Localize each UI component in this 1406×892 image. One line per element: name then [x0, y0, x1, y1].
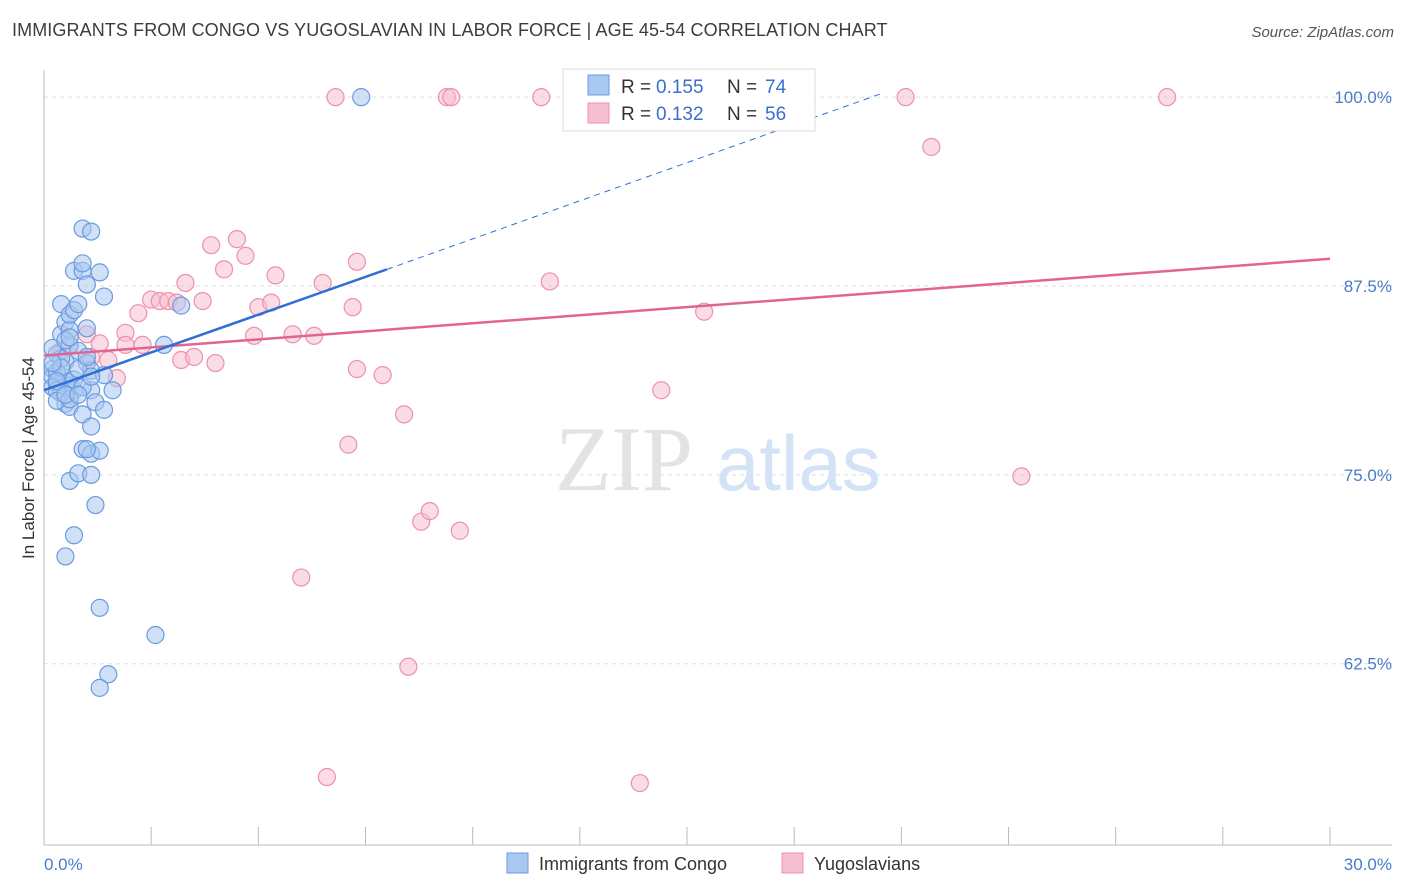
y-tick-labels: 62.5% 75.0% 87.5% 100.0%: [1334, 88, 1392, 674]
congo-point: [69, 295, 88, 314]
watermark-zip: ZIP: [555, 408, 693, 510]
y-tick-label: 87.5%: [1344, 277, 1392, 296]
y-tick-label: 62.5%: [1344, 655, 1392, 674]
x-tick-label-min: 0.0%: [44, 855, 83, 874]
correlation-legend: R = 0.155 N = 74 R = 0.132 N = 56: [562, 68, 816, 132]
yugoslavians-point: [317, 767, 337, 787]
congo-point: [43, 353, 62, 373]
congo-point: [90, 263, 109, 282]
yugoslavians-point: [394, 405, 414, 424]
yugoslavians-point: [343, 298, 362, 317]
congo-point: [90, 678, 109, 697]
legend-swatch-pink: [587, 102, 610, 124]
yugoslavians-point: [292, 568, 311, 587]
yugoslavians-point: [214, 260, 234, 279]
yugoslavians-point: [420, 502, 439, 521]
bottom-legend-swatch-yugoslavians: [781, 852, 804, 874]
y-tick-label: 75.0%: [1344, 466, 1392, 485]
congo-point: [77, 319, 96, 338]
legend-r-value-2: 0.132: [656, 104, 704, 125]
legend-r-label-1: R =: [621, 77, 651, 98]
yugoslavians-point: [1158, 88, 1177, 107]
yugoslavians-point: [129, 304, 148, 323]
yugoslavians-point: [236, 246, 255, 265]
congo-point: [94, 287, 114, 306]
yugoslavians-point: [442, 88, 461, 107]
congo-point: [94, 400, 114, 419]
yugoslavians-point: [399, 657, 418, 676]
series-legend: Immigrants from Congo Yugoslavians: [506, 852, 920, 874]
bottom-legend-congo: Immigrants from Congo: [539, 854, 727, 874]
yugoslavians-point: [206, 353, 225, 373]
legend-n-value-1: 74: [765, 77, 787, 98]
yugoslavians-point: [339, 435, 358, 454]
yugoslavians-point: [283, 325, 302, 344]
trend-lines: [43, 93, 1331, 392]
yugoslavians-point: [532, 88, 551, 107]
legend-r-label-2: R =: [621, 104, 651, 125]
yugoslavians-trend-line: [43, 257, 1331, 357]
legend-n-label-2: N =: [727, 104, 757, 125]
legend-n-label-1: N =: [727, 77, 757, 98]
congo-point: [77, 440, 96, 459]
yugoslavians-point: [922, 137, 941, 157]
congo-point: [82, 222, 101, 241]
congo-points: [43, 88, 371, 697]
bottom-legend-swatch-congo: [506, 852, 529, 874]
yugoslavians-point: [90, 334, 109, 353]
congo-point: [73, 254, 92, 273]
yugoslavians-point: [1012, 467, 1031, 486]
yugoslavians-point: [227, 230, 246, 249]
yugoslavians-point: [896, 88, 915, 107]
yugoslavians-point: [176, 273, 195, 293]
chart-source: Source: ZipAtlas.com: [1251, 24, 1394, 41]
congo-point: [82, 465, 101, 484]
congo-point: [99, 665, 118, 684]
congo-point: [90, 598, 109, 617]
congo-point: [146, 625, 165, 645]
watermark-atlas: atlas: [716, 419, 881, 507]
congo-point: [69, 385, 88, 404]
axes: [43, 70, 1392, 846]
yugoslavians-point: [540, 272, 559, 291]
yugoslavians-point: [450, 521, 469, 540]
congo-point: [172, 296, 191, 315]
x-tick-label-max: 30.0%: [1344, 855, 1392, 874]
y-tick-label: 100.0%: [1334, 88, 1392, 107]
congo-point: [64, 526, 84, 545]
watermark: ZIP atlas: [555, 408, 881, 510]
grid-lines: [44, 96, 1392, 665]
yugoslavians-point: [373, 366, 392, 385]
yugoslavians-point: [133, 335, 152, 355]
x-tick-marks: [150, 827, 1331, 845]
congo-point: [103, 381, 122, 400]
legend-r-value-1: 0.155: [656, 77, 704, 98]
y-axis-label: In Labor Force | Age 45-54: [19, 357, 38, 559]
congo-point: [86, 495, 105, 515]
legend-swatch-blue: [587, 74, 610, 96]
yugoslavians-point: [184, 347, 204, 367]
yugoslavians-point: [347, 252, 367, 271]
chart-title: IMMIGRANTS FROM CONGO VS YUGOSLAVIAN IN …: [12, 20, 888, 40]
yugoslavians-point: [202, 236, 221, 255]
yugoslavians-point: [193, 291, 212, 311]
yugoslavians-point: [630, 773, 649, 793]
congo-point: [77, 275, 96, 294]
bottom-legend-yugoslavians: Yugoslavians: [814, 854, 920, 874]
yugoslavians-point: [652, 381, 671, 400]
yugoslavians-point: [326, 88, 345, 107]
congo-trend-line: [43, 268, 388, 392]
congo-point: [60, 328, 79, 347]
yugoslavians-point: [244, 326, 264, 345]
congo-point: [56, 547, 75, 566]
yugoslavians-point: [266, 266, 285, 285]
legend-n-value-2: 56: [765, 104, 786, 125]
yugoslavians-point: [347, 359, 367, 379]
congo-point: [352, 88, 371, 107]
congo-point: [82, 417, 101, 436]
